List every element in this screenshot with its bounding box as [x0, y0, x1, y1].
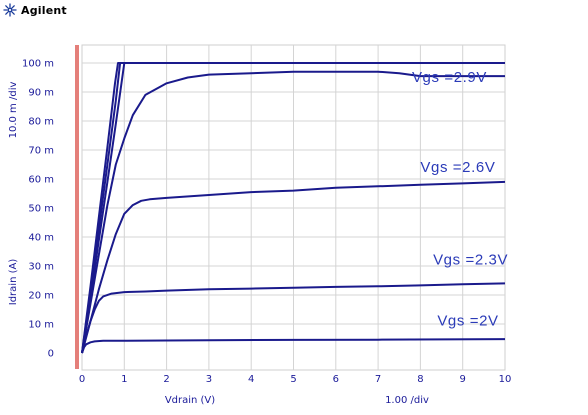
y-tick-label: 50 m [28, 204, 54, 215]
x-tick-label: 6 [333, 374, 339, 385]
y-tick-label: 40 m [28, 233, 54, 244]
x-tick-label: 0 [79, 374, 85, 385]
x-tick-label: 3 [206, 374, 212, 385]
y-tick-label: 100 m [22, 59, 54, 70]
x-tick-label: 8 [417, 374, 423, 385]
y-tick-label: 60 m [28, 175, 54, 186]
origin-marker-bar [75, 45, 79, 369]
y-tick-label: 10 m [28, 320, 54, 331]
x-tick-label: 7 [375, 374, 381, 385]
annotations: Vgs =2.9V Vgs =2.6V Vgs =2.3V Vgs =2V [412, 69, 508, 330]
curves [81, 62, 506, 354]
series-line [81, 180, 506, 354]
annotation-label: Vgs =2.9V [412, 69, 487, 86]
x-tick-label: 4 [248, 374, 254, 385]
y-tick-label: 70 m [28, 146, 54, 157]
brand: Agilent [3, 1, 67, 19]
series-line [81, 70, 505, 354]
annotation-label: Vgs =2V [437, 312, 498, 329]
y-tick-label: 80 m [28, 117, 54, 128]
x-tick-label: 2 [163, 374, 169, 385]
annotation-label: Vgs =2.6V [420, 159, 495, 176]
x-tick-label: 10 [499, 374, 512, 385]
x-tick-label: 9 [460, 374, 466, 385]
y-axis-per-div: 10.0 m /div [8, 82, 19, 139]
annotation-label: Vgs =2.3V [433, 252, 508, 269]
x-axis-label: Vdrain (V) [165, 395, 215, 406]
series-line [81, 62, 505, 354]
x-axis-per-div: 1.00 /div [385, 395, 429, 406]
series-line [81, 338, 506, 354]
y-tick-label: 30 m [28, 262, 54, 273]
brand-name: Agilent [21, 3, 67, 17]
y-tick-label: 0 [48, 349, 54, 360]
x-tick-label: 5 [290, 374, 296, 385]
y-tick-label: 90 m [28, 88, 54, 99]
y-tick-label: 20 m [28, 291, 54, 302]
y-axis-label: Idrain (A) [8, 259, 19, 306]
tick-labels: 0 1 2 3 4 5 6 7 8 9 10 0 10 m 20 m 30 m 40 m 50 m 60 m 70 … [22, 59, 511, 386]
x-tick-label: 1 [121, 374, 127, 385]
agilent-spark-icon [3, 3, 17, 17]
